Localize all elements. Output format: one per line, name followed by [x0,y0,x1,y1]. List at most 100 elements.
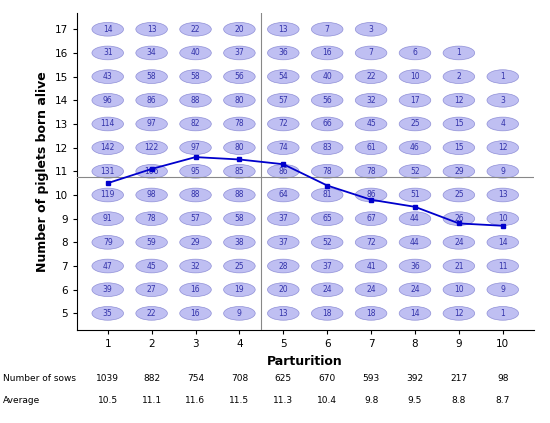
Ellipse shape [180,93,211,107]
Ellipse shape [180,236,211,249]
Ellipse shape [92,307,124,320]
Text: 54: 54 [278,72,288,81]
Ellipse shape [224,46,255,60]
Ellipse shape [136,141,167,154]
Ellipse shape [267,212,299,225]
Text: 97: 97 [147,119,157,129]
Ellipse shape [487,283,519,297]
Ellipse shape [355,165,387,178]
Text: 16: 16 [322,49,332,58]
Text: 392: 392 [406,374,424,383]
Text: 51: 51 [410,190,420,200]
Text: 78: 78 [147,214,156,223]
Text: 39: 39 [103,285,113,294]
Text: 14: 14 [410,309,420,318]
Text: 35: 35 [103,309,113,318]
Text: 10.4: 10.4 [317,396,337,404]
Ellipse shape [224,236,255,249]
X-axis label: Parturition: Parturition [267,354,343,368]
Ellipse shape [311,141,343,154]
Text: 16: 16 [191,309,200,318]
Text: 119: 119 [101,190,115,200]
Ellipse shape [487,117,519,131]
Ellipse shape [180,141,211,154]
Text: 14: 14 [498,238,508,247]
Text: 58: 58 [147,72,156,81]
Ellipse shape [136,70,167,83]
Text: 38: 38 [235,238,244,247]
Text: 17: 17 [410,96,420,105]
Ellipse shape [443,212,475,225]
Text: 32: 32 [191,261,200,271]
Text: 41: 41 [366,261,376,271]
Text: 122: 122 [145,143,159,152]
Text: 18: 18 [366,309,376,318]
Ellipse shape [311,236,343,249]
Ellipse shape [136,283,167,297]
Ellipse shape [224,93,255,107]
Ellipse shape [136,259,167,273]
Text: 79: 79 [103,238,113,247]
Ellipse shape [224,141,255,154]
Ellipse shape [224,259,255,273]
Text: 52: 52 [322,238,332,247]
Text: 24: 24 [322,285,332,294]
Ellipse shape [267,165,299,178]
Text: 13: 13 [278,309,288,318]
Text: 708: 708 [231,374,248,383]
Ellipse shape [355,188,387,202]
Ellipse shape [224,22,255,36]
Ellipse shape [136,307,167,320]
Ellipse shape [180,165,211,178]
Ellipse shape [443,46,475,60]
Text: 11.3: 11.3 [273,396,293,404]
Text: 44: 44 [410,238,420,247]
Ellipse shape [311,117,343,131]
Text: 6: 6 [412,49,417,58]
Ellipse shape [355,236,387,249]
Text: 13: 13 [278,25,288,34]
Ellipse shape [267,307,299,320]
Text: 13: 13 [147,25,156,34]
Text: 85: 85 [235,167,244,176]
Ellipse shape [355,70,387,83]
Text: 670: 670 [318,374,336,383]
Text: 37: 37 [322,261,332,271]
Text: 31: 31 [103,49,113,58]
Ellipse shape [180,188,211,202]
Ellipse shape [92,93,124,107]
Ellipse shape [136,188,167,202]
Text: 98: 98 [497,374,509,383]
Y-axis label: Number of piglets born alive: Number of piglets born alive [36,71,49,272]
Ellipse shape [92,117,124,131]
Ellipse shape [399,259,431,273]
Text: 7: 7 [368,49,373,58]
Ellipse shape [92,236,124,249]
Text: 67: 67 [366,214,376,223]
Ellipse shape [399,212,431,225]
Ellipse shape [92,188,124,202]
Text: 754: 754 [187,374,204,383]
Text: 10: 10 [454,285,464,294]
Ellipse shape [443,307,475,320]
Ellipse shape [487,141,519,154]
Ellipse shape [399,93,431,107]
Text: 32: 32 [366,96,376,105]
Text: 10.5: 10.5 [98,396,118,404]
Text: Average: Average [3,396,40,404]
Ellipse shape [355,307,387,320]
Text: 11: 11 [498,261,508,271]
Text: 19: 19 [235,285,244,294]
Text: 37: 37 [278,214,288,223]
Text: 13: 13 [498,190,508,200]
Ellipse shape [311,212,343,225]
Ellipse shape [443,165,475,178]
Ellipse shape [311,259,343,273]
Ellipse shape [224,117,255,131]
Ellipse shape [443,93,475,107]
Ellipse shape [136,117,167,131]
Text: 59: 59 [147,238,157,247]
Ellipse shape [399,283,431,297]
Text: 78: 78 [235,119,244,129]
Ellipse shape [399,70,431,83]
